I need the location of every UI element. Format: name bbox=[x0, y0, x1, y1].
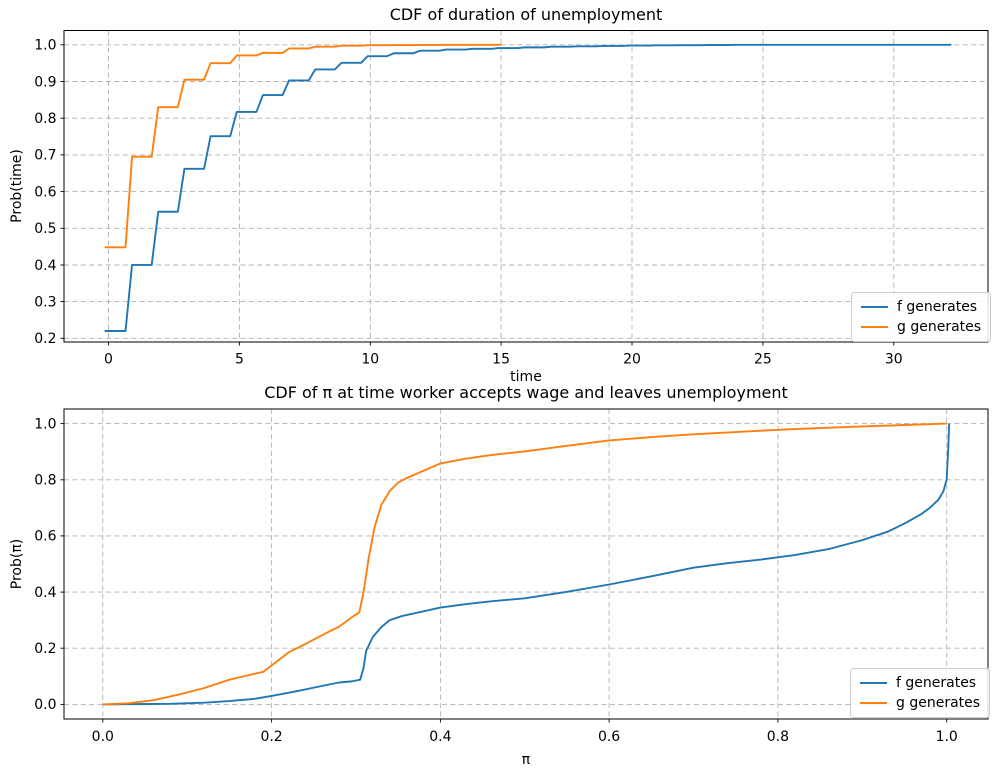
top-chart: 0 5 10 15 20 25 30 0.2 0.3 0.4 0.5 0.6 0.7 0.8 0.9 1.0 bbox=[34, 30, 989, 368]
series-line-f-generates bbox=[104, 43, 952, 332]
y-tick-label: 0.8 bbox=[34, 111, 56, 127]
y-tick-label: 0.3 bbox=[34, 294, 56, 310]
y-tick-label: 0.2 bbox=[34, 331, 56, 347]
legend-line-sample-g bbox=[861, 325, 888, 329]
x-tick-label: 0 bbox=[104, 352, 113, 368]
x-tick-label: 30 bbox=[885, 352, 903, 368]
top-chart-legend: f generates g generates bbox=[851, 292, 992, 342]
bottom-chart-title: CDF of π at time worker accepts wage and… bbox=[264, 383, 788, 402]
x-tick-label: 10 bbox=[361, 352, 379, 368]
legend-line-sample-g bbox=[860, 701, 887, 705]
x-tick-label: 0.2 bbox=[260, 729, 282, 745]
y-tick-label: 0.6 bbox=[34, 529, 56, 545]
x-tick-label: 0.6 bbox=[598, 729, 620, 745]
axes-frame bbox=[63, 30, 989, 343]
x-tick-label: 5 bbox=[235, 352, 244, 368]
top-chart-xlabel: time bbox=[510, 369, 542, 385]
bottom-chart-ylabel: Prob(π) bbox=[9, 539, 25, 589]
legend-label: f generates bbox=[896, 675, 977, 691]
legend-label: g generates bbox=[896, 695, 981, 711]
legend-entry: g generates bbox=[861, 317, 981, 337]
series-line-f-generates bbox=[102, 423, 951, 706]
x-tick-label: 15 bbox=[492, 352, 510, 368]
y-tick-label: 0.9 bbox=[34, 74, 56, 90]
y-tick-label: 0.8 bbox=[34, 473, 56, 489]
series-line-g-generates bbox=[102, 422, 947, 706]
legend-entry: f generates bbox=[860, 673, 980, 693]
bottom-chart-xlabel: π bbox=[522, 752, 531, 768]
legend-line-sample-f bbox=[860, 681, 887, 685]
y-tick-label: 0.4 bbox=[34, 585, 56, 601]
x-tick-label: 0.8 bbox=[767, 729, 789, 745]
y-tick-label: 1.0 bbox=[34, 38, 56, 54]
legend-entry: f generates bbox=[861, 297, 981, 317]
legend-entry: g generates bbox=[860, 693, 980, 713]
x-tick-label: 25 bbox=[754, 352, 772, 368]
x-tick-label: 0.4 bbox=[429, 729, 451, 745]
top-chart-title: CDF of duration of unemployment bbox=[390, 5, 663, 24]
bottom-chart-legend: f generates g generates bbox=[850, 668, 991, 718]
series-line-g-generates bbox=[104, 43, 502, 249]
legend-label: f generates bbox=[897, 299, 978, 315]
y-tick-label: 0.5 bbox=[34, 221, 56, 237]
x-tick-label: 0.0 bbox=[92, 729, 114, 745]
legend-line-sample-f bbox=[861, 305, 888, 309]
y-tick-label: 0.0 bbox=[34, 697, 56, 713]
y-tick-label: 1.0 bbox=[34, 416, 56, 432]
y-tick-label: 0.7 bbox=[34, 148, 56, 164]
axes-frame bbox=[63, 408, 989, 720]
y-tick-label: 0.6 bbox=[34, 184, 56, 200]
x-tick-label: 20 bbox=[623, 352, 641, 368]
bottom-chart: 0.0 0.2 0.4 0.6 0.8 1.0 0.0 0.2 0.4 0.6 0.8 1.0 bbox=[34, 408, 989, 745]
top-chart-ylabel: Prob(time) bbox=[9, 149, 25, 223]
y-tick-label: 0.4 bbox=[34, 258, 56, 274]
y-tick-label: 0.2 bbox=[34, 641, 56, 657]
x-tick-label: 1.0 bbox=[936, 729, 958, 745]
legend-label: g generates bbox=[897, 319, 982, 335]
